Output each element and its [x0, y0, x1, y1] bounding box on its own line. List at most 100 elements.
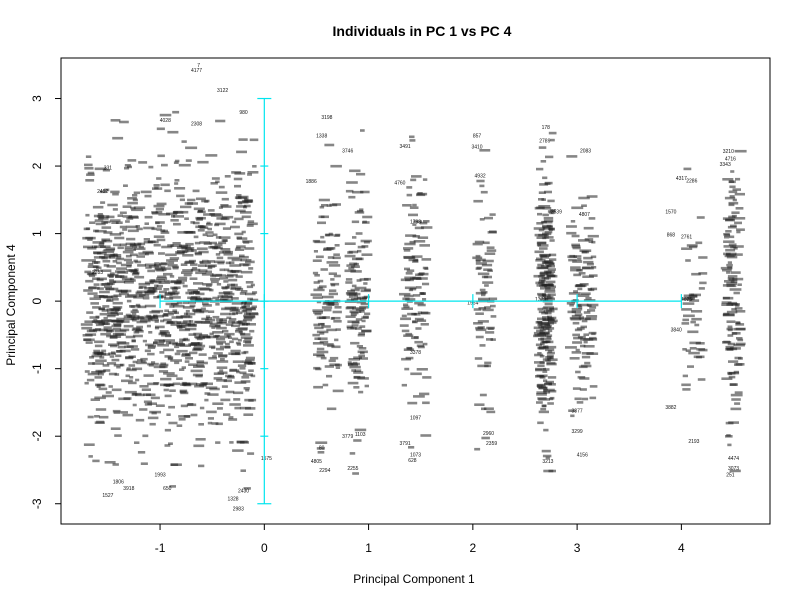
scatter-point — [406, 269, 415, 272]
scatter-point — [326, 328, 337, 332]
scatter-point — [122, 413, 134, 417]
scatter-point — [348, 358, 360, 361]
scatter-point — [100, 353, 110, 356]
scatter-point — [546, 309, 553, 312]
scatter-point — [729, 235, 735, 239]
scatter-point — [210, 278, 220, 281]
scatter-point — [90, 398, 100, 401]
scatter-point — [179, 344, 191, 347]
y-tick-label: -1 — [30, 363, 44, 374]
scatter-point — [153, 204, 165, 208]
scatter-point — [360, 302, 369, 306]
point-label: 3840 — [671, 328, 682, 334]
scatter-point — [422, 266, 428, 270]
scatter-point — [172, 110, 180, 114]
scatter-point — [585, 317, 597, 321]
scatter-point — [116, 256, 122, 259]
scatter-point — [148, 289, 156, 292]
scatter-point — [212, 402, 224, 405]
scatter-point — [355, 327, 362, 330]
scatter-point — [217, 295, 224, 298]
scatter-point — [115, 289, 122, 293]
scatter-point — [730, 280, 738, 284]
scatter-point — [548, 469, 556, 473]
scatter-point — [313, 385, 323, 389]
scatter-point — [236, 245, 246, 248]
scatter-point — [216, 379, 227, 382]
point-label: 3791 — [400, 441, 411, 447]
scatter-point — [572, 321, 580, 325]
scatter-point — [119, 243, 127, 247]
scatter-point — [567, 310, 576, 314]
scatter-point — [474, 357, 483, 360]
scatter-point — [115, 275, 122, 278]
scatter-point — [109, 279, 114, 282]
scatter-point — [184, 217, 189, 220]
point-label: 2308 — [191, 122, 202, 128]
scatter-point — [356, 172, 366, 176]
scatter-point — [682, 388, 691, 391]
scatter-point — [117, 345, 126, 349]
scatter-point — [83, 245, 93, 249]
scatter-point — [93, 256, 106, 259]
scatter-point — [99, 415, 109, 419]
scatter-point — [144, 263, 157, 267]
scatter-point — [727, 275, 738, 278]
scatter-point — [112, 192, 119, 196]
scatter-point — [541, 198, 546, 201]
scatter-point — [240, 333, 251, 336]
scatter-point — [201, 317, 209, 321]
scatter-point — [422, 178, 428, 181]
scatter-point — [734, 217, 746, 220]
scatter-point — [542, 370, 548, 373]
x-tick-label: -1 — [155, 541, 166, 555]
y-tick-label: -2 — [30, 431, 44, 442]
scatter-point — [119, 120, 129, 124]
scatter-point — [124, 166, 130, 170]
scatter-point — [405, 234, 417, 237]
scatter-point — [116, 261, 122, 265]
scatter-point — [351, 324, 359, 327]
scatter-point — [577, 304, 582, 307]
scatter-point — [546, 354, 554, 358]
scatter-point — [216, 337, 226, 341]
scatter-point — [134, 275, 145, 279]
scatter-point — [731, 214, 737, 218]
scatter-point — [160, 183, 170, 187]
scatter-point — [221, 215, 234, 219]
scatter-point — [155, 210, 163, 214]
scatter-point — [101, 349, 107, 353]
scatter-point — [727, 325, 733, 329]
scatter-point — [536, 329, 544, 333]
scatter-point — [205, 315, 211, 318]
scatter-point — [231, 297, 239, 300]
scatter-point — [94, 167, 107, 171]
scatter-point — [348, 195, 356, 199]
scatter-point — [540, 265, 550, 268]
scatter-point — [169, 292, 179, 296]
scatter-point — [113, 411, 121, 414]
scatter-point — [421, 311, 429, 315]
scatter-point — [87, 238, 93, 241]
scatter-point — [583, 345, 595, 348]
scatter-point — [545, 456, 550, 460]
scatter-point — [730, 407, 742, 411]
scatter-point — [206, 234, 214, 237]
scatter-point — [229, 403, 241, 406]
scatter-point — [120, 275, 128, 279]
scatter-point — [584, 361, 591, 365]
scatter-point — [132, 308, 138, 312]
scatter-point — [154, 266, 163, 270]
scatter-point — [103, 295, 112, 299]
scatter-point — [120, 411, 128, 414]
scatter-point — [550, 138, 555, 142]
scatter-point — [245, 407, 256, 410]
scatter-point — [111, 221, 119, 224]
scatter-point — [420, 292, 426, 295]
scatter-point — [586, 303, 599, 307]
scatter-point — [422, 401, 430, 405]
scatter-point — [131, 208, 143, 212]
scatter-point — [475, 335, 484, 339]
scatter-point — [545, 348, 555, 352]
scatter-point — [722, 313, 735, 317]
